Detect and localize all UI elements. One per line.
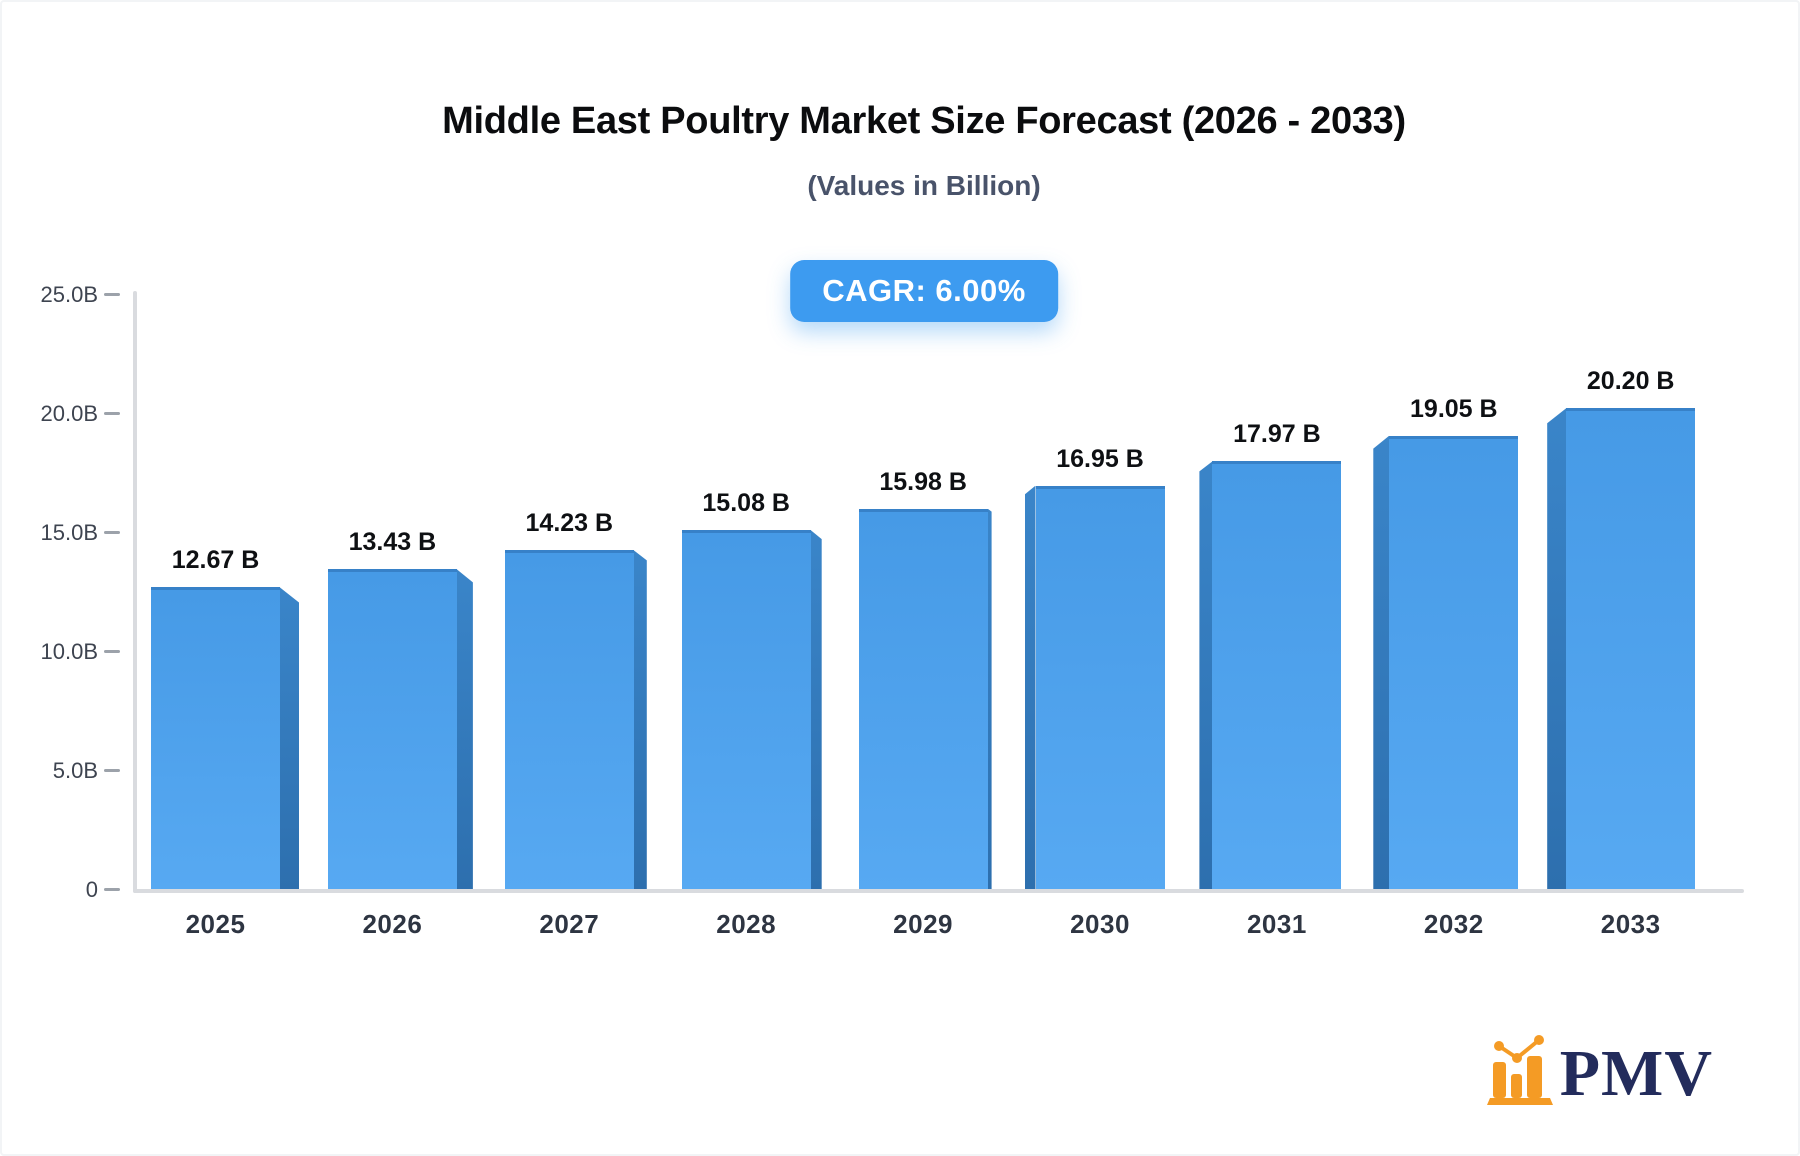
bar-face[interactable]	[327, 569, 457, 889]
bar-side-face	[1547, 408, 1567, 889]
bar-side-face	[280, 587, 299, 889]
y-tick-mark	[104, 888, 120, 891]
bar-value-label: 14.23 B	[525, 509, 614, 538]
y-tick-mark	[104, 769, 120, 772]
bar-face[interactable]	[1389, 435, 1519, 889]
chart-subtitle: (Values in Billion)	[807, 170, 1041, 201]
bar-face[interactable]	[1212, 461, 1342, 889]
y-tick-label: 15.0B	[40, 520, 99, 545]
y-tick-mark	[104, 650, 120, 653]
chart-title: Middle East Poultry Market Size Forecast…	[442, 100, 1406, 142]
bar-value-label: 19.05 B	[1410, 394, 1498, 423]
bar-value-label: 16.95 B	[1056, 444, 1144, 473]
y-tick-mark	[104, 293, 120, 296]
x-axis-year-label: 2032	[1423, 909, 1484, 939]
bar-value-label: 12.67 B	[171, 546, 260, 575]
x-axis-year-label: 2027	[539, 909, 600, 939]
bar-side-face	[1373, 435, 1390, 889]
bar-side-face	[1199, 461, 1213, 889]
y-tick-label: 5.0B	[52, 758, 98, 783]
y-tick-label: 0	[85, 877, 98, 902]
bar-side-face	[456, 569, 473, 889]
bar-value-label: 15.08 B	[702, 489, 790, 518]
x-axis-line	[133, 889, 1744, 893]
x-axis-year-label: 2033	[1600, 909, 1661, 939]
bar-chart-icon	[1486, 1035, 1553, 1105]
bar-face[interactable]	[1035, 485, 1165, 889]
bar-face[interactable]	[1566, 408, 1696, 889]
x-axis-year-label: 2025	[185, 909, 246, 939]
y-tick-label: 20.0B	[40, 401, 99, 426]
y-tick-label: 25.0B	[40, 282, 99, 307]
y-tick-mark	[104, 531, 120, 534]
x-axis-year-label: 2026	[362, 909, 423, 939]
x-axis-year-label: 2030	[1070, 909, 1130, 939]
pmv-logo: PMV	[1486, 1034, 1713, 1111]
x-axis-year-label: 2028	[716, 909, 777, 939]
cagr-badge: CAGR: 6.00%	[790, 260, 1058, 322]
bar-face[interactable]	[504, 550, 634, 889]
bar-side-face	[810, 530, 822, 889]
pmv-logo-text: PMV	[1559, 1037, 1713, 1111]
bar-value-label: 20.20 B	[1586, 367, 1675, 396]
bar-side-face	[633, 550, 647, 889]
bar-face[interactable]	[151, 587, 280, 889]
bar-face[interactable]	[681, 530, 811, 889]
x-axis-year-label: 2031	[1246, 909, 1307, 939]
y-axis-line	[133, 291, 137, 893]
y-tick-mark	[104, 412, 120, 415]
bar-face[interactable]	[858, 508, 988, 889]
x-axis-year-label: 2029	[893, 909, 954, 939]
bar-value-label: 17.97 B	[1233, 420, 1321, 449]
bar-value-label: 13.43 B	[348, 528, 437, 557]
bar-side-face	[987, 508, 992, 889]
bar-value-label: 15.98 B	[879, 467, 967, 496]
bar-side-face	[1024, 485, 1036, 889]
y-tick-label: 10.0B	[40, 639, 99, 664]
